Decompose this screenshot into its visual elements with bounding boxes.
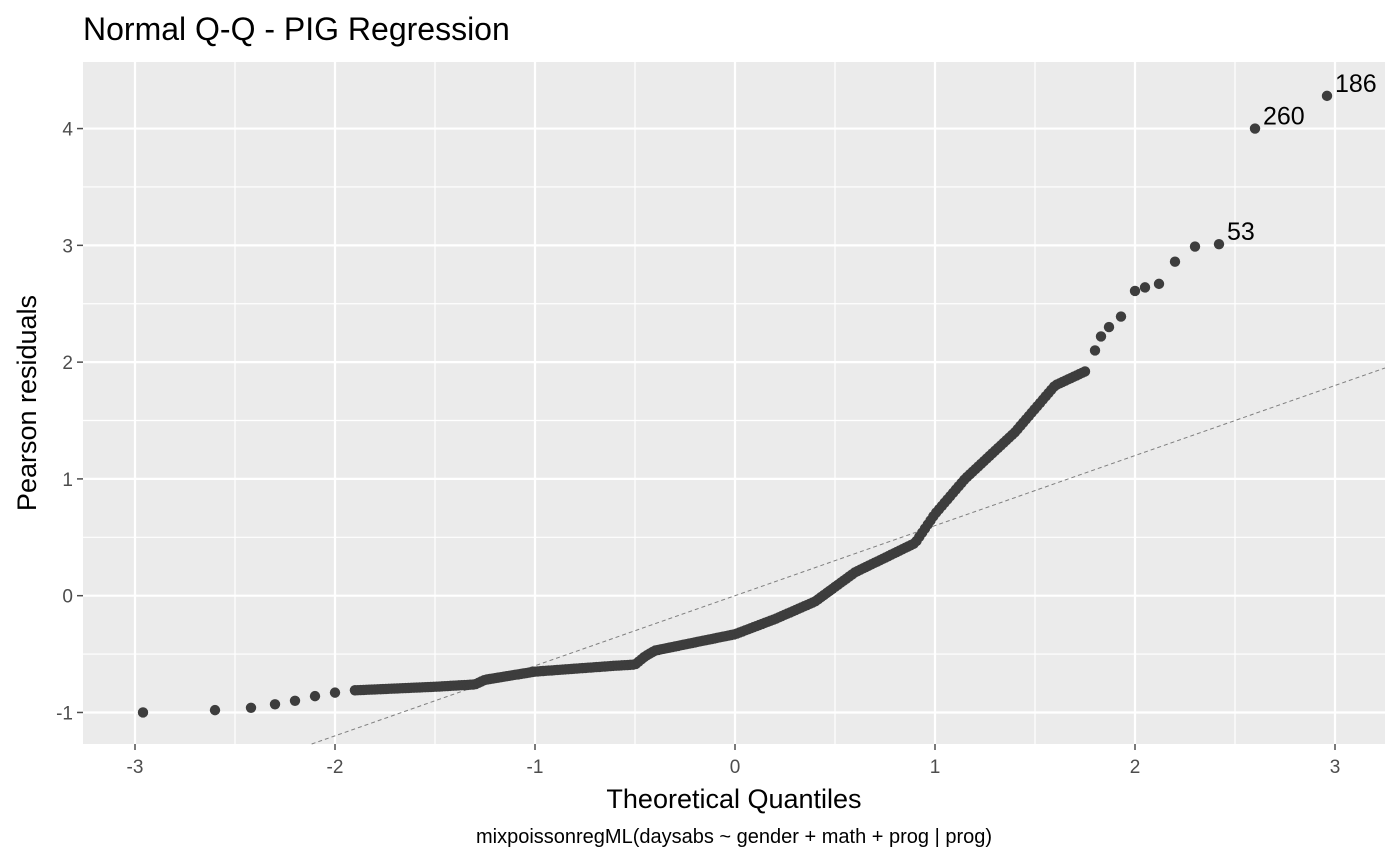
point-label-53: 53 [1227,218,1255,246]
data-point-279 [1249,123,1261,134]
y-tick-label-0: 0 [62,587,73,608]
data-point-274 [1139,282,1151,293]
data-point-2 [245,702,257,713]
x-tick-label-1: 1 [930,757,941,778]
data-point-273 [1129,285,1141,297]
y-tick-label-2: 2 [62,353,73,374]
y-tick-label-4: 4 [62,120,73,141]
chart-caption: mixpoissonregML(daysabs ~ gender + math … [476,826,992,848]
data-point-276 [1169,256,1181,267]
data-point-1 [209,704,221,716]
y-tick-label-1: 1 [62,470,73,491]
y-tick-label--1: -1 [56,703,73,724]
point-labels: 186 260 53 [1227,70,1377,246]
x-tick-label--2: -2 [327,757,344,778]
x-tick-label--3: -3 [127,757,144,778]
x-tick-label-3: 3 [1330,757,1341,778]
data-point-269 [1089,345,1101,356]
data-point-278 [1213,238,1225,250]
data-point-271 [1103,321,1115,333]
x-tick-label-2: 2 [1130,757,1141,778]
point-label-260: 260 [1263,103,1305,131]
y-axis-title: Pearson residuals [12,295,42,511]
chart-title: Normal Q-Q - PIG Regression [83,11,510,47]
data-points [137,90,1333,718]
data-point-5 [309,690,321,702]
grid-lines [83,62,1385,744]
data-point-280 [1321,90,1333,102]
data-point-3 [269,699,281,710]
x-tick-label-0: 0 [730,757,741,778]
data-point-270 [1095,331,1107,342]
data-point-272 [1115,311,1127,322]
data-point-277 [1189,241,1201,252]
data-point-4 [289,695,301,706]
data-point-268 [1079,366,1091,377]
axes: -3 -2 -1 0 1 2 3 -1 0 1 2 3 4 [56,120,1340,778]
y-tick-label-3: 3 [62,236,73,257]
x-tick-label--1: -1 [527,757,544,778]
data-point-275 [1153,278,1165,290]
point-label-186: 186 [1335,70,1377,98]
data-point-0 [137,707,149,718]
x-axis-title: Theoretical Quantiles [606,784,861,814]
data-point-6 [329,687,341,698]
